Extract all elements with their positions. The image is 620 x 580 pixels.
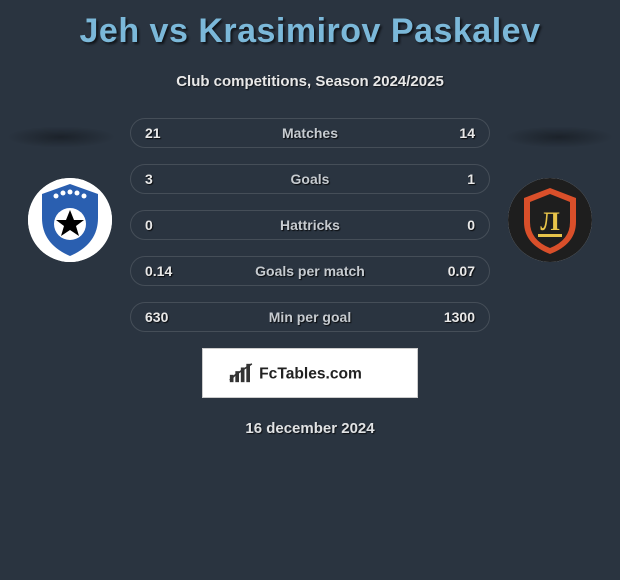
stat-left-value: 0.14 xyxy=(145,263,189,279)
team-badge-left xyxy=(28,178,112,262)
stat-right-value: 0 xyxy=(431,217,475,233)
brand-logo-icon: FcTables.com xyxy=(228,362,393,384)
stat-right-value: 0.07 xyxy=(431,263,475,279)
page-title: Jeh vs Krasimirov Paskalev xyxy=(0,0,620,51)
stat-row-mpg: 630 Min per goal 1300 xyxy=(130,302,490,332)
stat-left-value: 21 xyxy=(145,125,189,141)
stat-right-value: 1 xyxy=(431,171,475,187)
shield-icon: Л xyxy=(508,178,592,262)
badge-shadow-right xyxy=(504,126,614,148)
brand-footer: FcTables.com xyxy=(202,348,418,398)
footer-date: 16 december 2024 xyxy=(0,420,620,437)
stat-right-value: 1300 xyxy=(431,309,475,325)
stat-left-value: 630 xyxy=(145,309,189,325)
stat-left-value: 3 xyxy=(145,171,189,187)
stat-label: Hattricks xyxy=(189,217,431,233)
comparison-area: Л 21 Matches 14 3 Goals 1 0 Hattricks 0 … xyxy=(0,118,620,332)
stat-row-gpm: 0.14 Goals per match 0.07 xyxy=(130,256,490,286)
stat-label: Goals per match xyxy=(189,263,431,279)
stat-row-hattricks: 0 Hattricks 0 xyxy=(130,210,490,240)
stat-right-value: 14 xyxy=(431,125,475,141)
stat-label: Matches xyxy=(189,125,431,141)
stat-rows: 21 Matches 14 3 Goals 1 0 Hattricks 0 0.… xyxy=(130,118,490,332)
stat-row-goals: 3 Goals 1 xyxy=(130,164,490,194)
stat-label: Goals xyxy=(189,171,431,187)
shield-icon xyxy=(28,178,112,262)
stat-left-value: 0 xyxy=(145,217,189,233)
stat-row-matches: 21 Matches 14 xyxy=(130,118,490,148)
team-badge-right: Л xyxy=(508,178,592,262)
svg-text:Л: Л xyxy=(540,207,559,236)
stat-label: Min per goal xyxy=(189,309,431,325)
subtitle: Club competitions, Season 2024/2025 xyxy=(0,73,620,90)
brand-text: FcTables.com xyxy=(259,366,362,383)
badge-shadow-left xyxy=(6,126,116,148)
